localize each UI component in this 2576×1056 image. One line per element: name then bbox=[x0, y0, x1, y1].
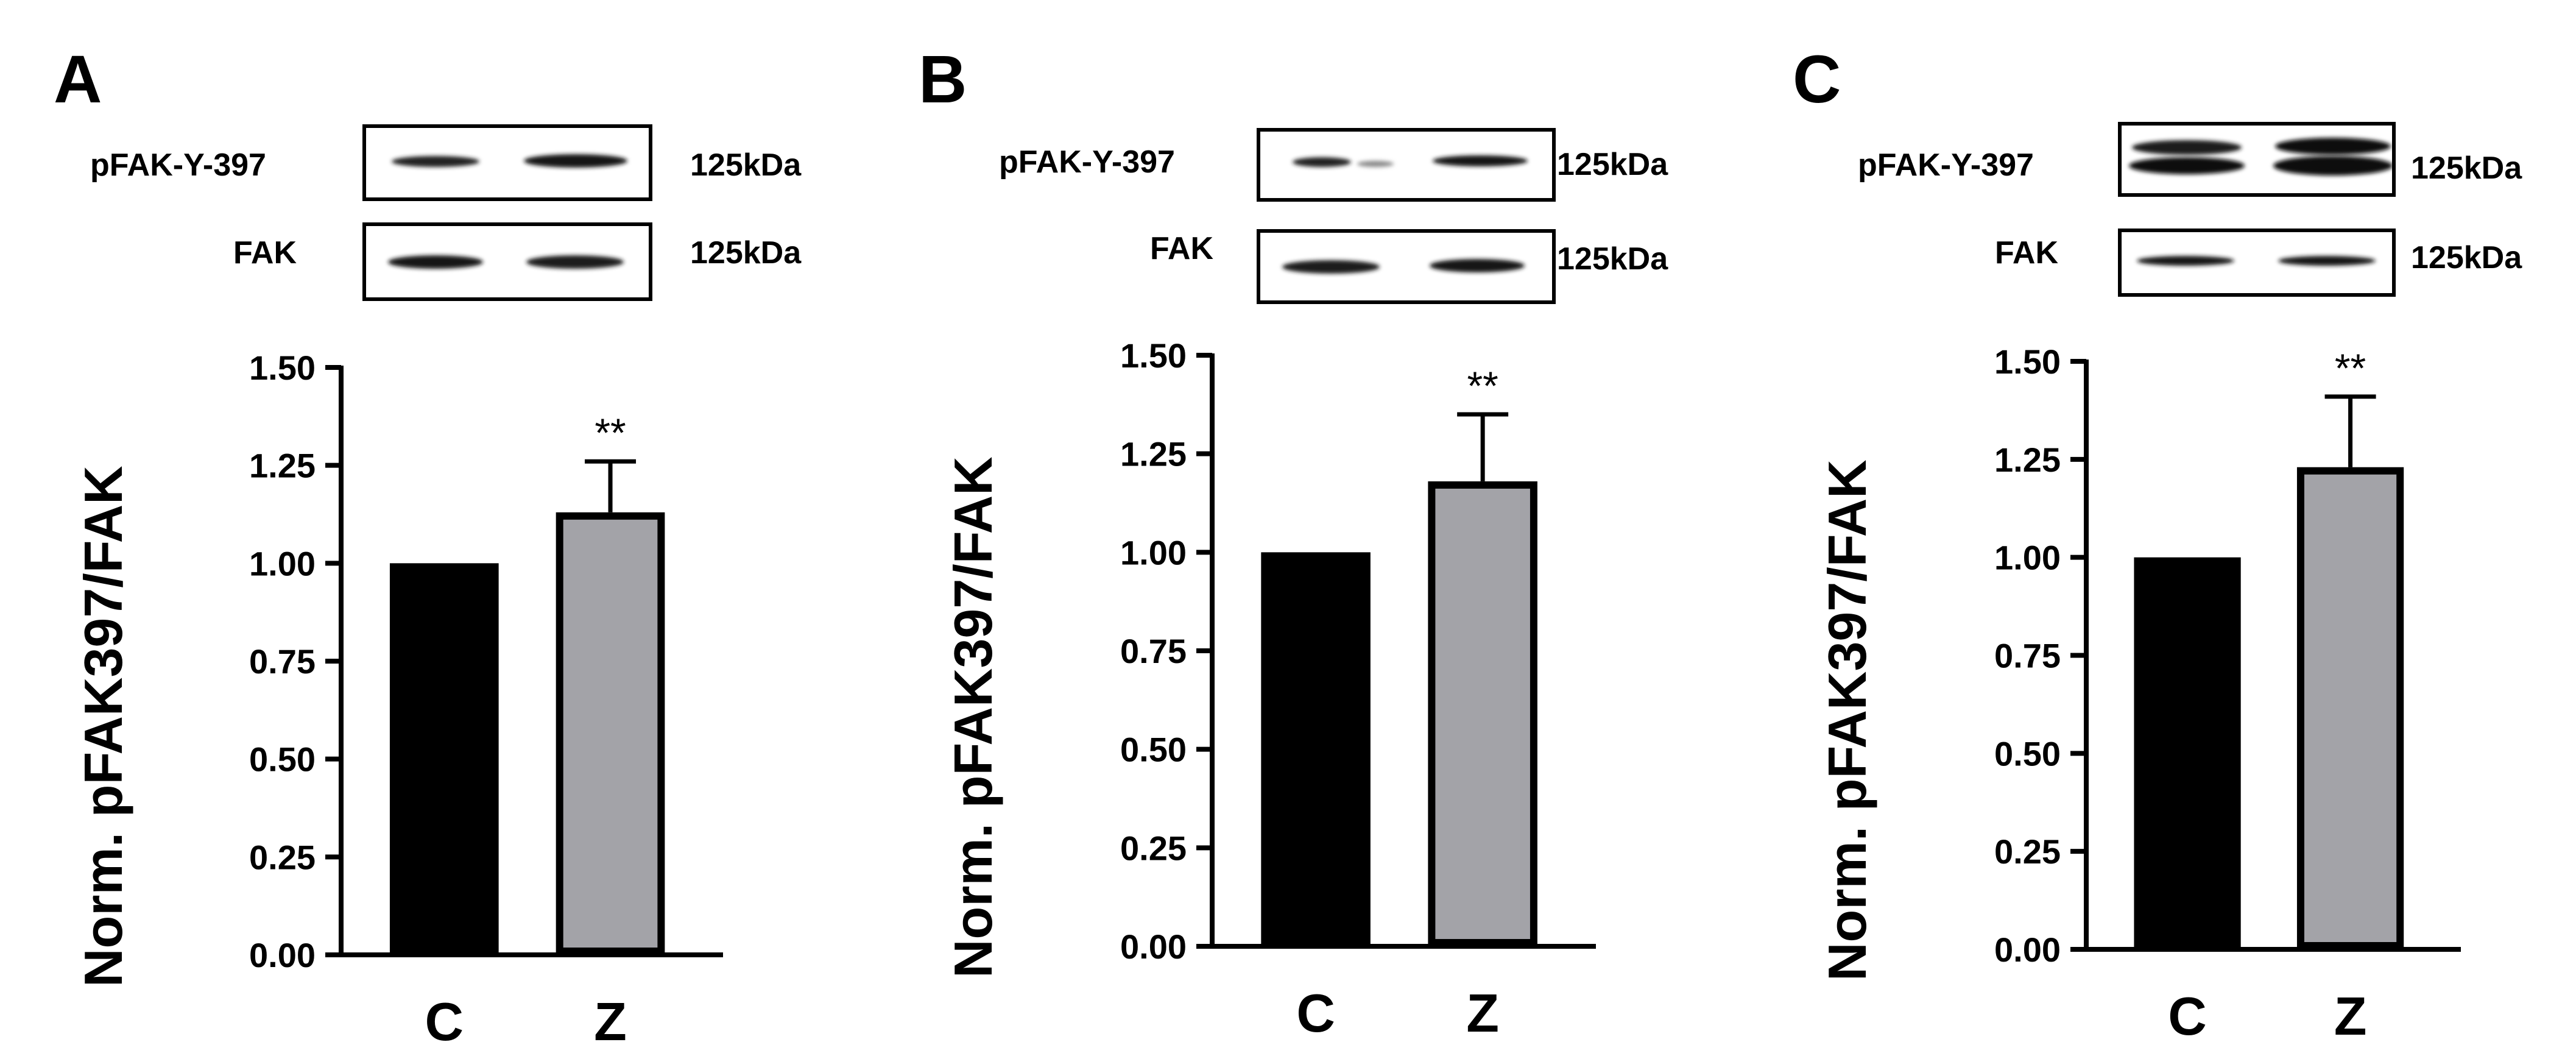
panel-letter: B bbox=[919, 42, 967, 117]
x-category-label: Z bbox=[1466, 983, 1499, 1043]
y-tick-label: 1.25 bbox=[1994, 441, 2061, 479]
y-tick-label: 0.75 bbox=[1994, 637, 2061, 675]
y-tick-label: 1.25 bbox=[1120, 435, 1187, 473]
blot-image bbox=[1257, 128, 1556, 202]
blot-image bbox=[2118, 122, 2396, 197]
x-category-label: C bbox=[2168, 986, 2207, 1046]
panel-a: A pFAK-Y-397 125kDa FAK 125kDa Norm. pFA… bbox=[54, 42, 802, 1052]
panel-c: C pFAK-Y-397 125kDa FAK 125kDa Norm. pFA… bbox=[1793, 42, 2522, 1046]
blot-label: FAK bbox=[1995, 235, 2058, 271]
y-tick-label: 1.00 bbox=[1120, 533, 1187, 572]
y-tick-label: 1.50 bbox=[1994, 342, 2061, 381]
molecular-weight-label: 125kDa bbox=[2411, 240, 2522, 275]
blot-label: FAK bbox=[1150, 231, 1213, 266]
y-tick-label: 1.00 bbox=[249, 544, 316, 583]
y-tick-label: 0.25 bbox=[1994, 832, 2061, 871]
significance-marker: ** bbox=[1467, 363, 1498, 408]
molecular-weight-label: 125kDa bbox=[690, 147, 802, 183]
bar-z bbox=[1428, 481, 1537, 946]
blot-label: pFAK-Y-397 bbox=[1858, 147, 2034, 183]
y-tick-label: 0.50 bbox=[249, 740, 316, 779]
molecular-weight-label: 125kDa bbox=[2411, 151, 2522, 186]
y-tick-label: 0.50 bbox=[1120, 731, 1187, 769]
y-tick-label: 0.00 bbox=[249, 936, 316, 974]
y-tick-label: 0.50 bbox=[1994, 734, 2061, 773]
blot-label: pFAK-Y-397 bbox=[999, 144, 1175, 180]
x-category-label: C bbox=[1296, 983, 1335, 1043]
bar-c bbox=[389, 563, 499, 955]
blot-image bbox=[2118, 229, 2396, 297]
y-tick-label: 1.50 bbox=[1120, 336, 1187, 375]
x-category-label: Z bbox=[594, 991, 627, 1052]
y-tick-label: 1.00 bbox=[1994, 539, 2061, 577]
y-axis-label: Norm. pFAK397/FAK bbox=[943, 456, 1003, 978]
molecular-weight-label: 125kDa bbox=[690, 235, 802, 271]
y-tick-label: 1.25 bbox=[249, 447, 316, 485]
blot-image bbox=[362, 124, 652, 201]
y-tick-label: 0.00 bbox=[1994, 930, 2061, 969]
panel-letter: C bbox=[1793, 42, 1841, 117]
y-tick-label: 0.75 bbox=[1120, 632, 1187, 670]
panel-letter: A bbox=[54, 42, 102, 117]
significance-marker: ** bbox=[2335, 346, 2366, 391]
x-category-label: C bbox=[425, 991, 464, 1052]
bar-chart-c: 0.00 0.25 0.50 0.75 1.00 1.25 1.50 C ** Z bbox=[1994, 342, 2461, 1046]
y-axis-label: Norm. pFAK397/FAK bbox=[73, 466, 133, 987]
blot-image bbox=[362, 222, 652, 301]
blot-label: pFAK-Y-397 bbox=[90, 147, 266, 183]
y-tick-label: 0.75 bbox=[249, 642, 316, 681]
y-tick-label: 0.25 bbox=[249, 838, 316, 876]
bar-chart-a: 0.00 0.25 0.50 0.75 1.00 1.25 1.50 C ** Z bbox=[249, 349, 723, 1052]
bar-chart-b: 0.00 0.25 0.50 0.75 1.00 1.25 1.50 C ** Z bbox=[1120, 336, 1596, 1043]
x-category-label: Z bbox=[2334, 986, 2367, 1046]
y-axis-label: Norm. pFAK397/FAK bbox=[1817, 459, 1877, 981]
y-tick-label: 1.50 bbox=[249, 349, 316, 387]
blot-label: FAK bbox=[233, 235, 297, 271]
bar-c bbox=[1261, 552, 1371, 946]
y-tick-label: 0.25 bbox=[1120, 829, 1187, 867]
bar-z bbox=[2296, 467, 2404, 949]
panel-b: B pFAK-Y-397 125kDa FAK 125kDa Norm. pFA… bbox=[919, 42, 1668, 1043]
significance-marker: ** bbox=[595, 410, 626, 455]
molecular-weight-label: 125kDa bbox=[1557, 241, 1668, 277]
bar-z bbox=[556, 512, 665, 955]
bar-c bbox=[2134, 557, 2241, 949]
molecular-weight-label: 125kDa bbox=[1557, 147, 1668, 182]
y-tick-label: 0.00 bbox=[1120, 927, 1187, 966]
blot-image bbox=[1257, 229, 1556, 304]
